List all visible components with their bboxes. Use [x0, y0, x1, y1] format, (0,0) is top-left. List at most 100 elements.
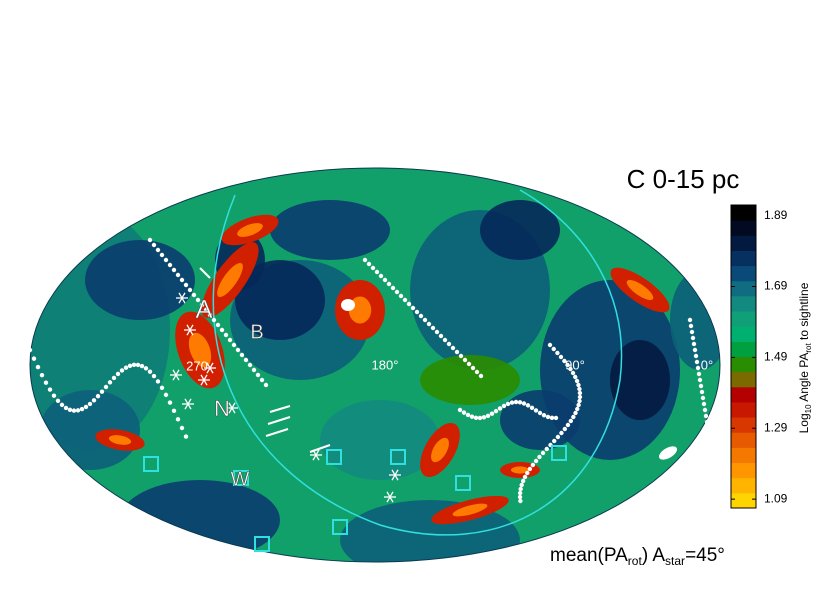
track-dot	[155, 247, 161, 253]
star-asterisk	[391, 469, 399, 481]
track-dot	[167, 400, 173, 405]
track-dot	[163, 257, 169, 263]
track-dot	[147, 237, 153, 243]
track-dot	[171, 408, 177, 414]
track-dot	[454, 349, 460, 355]
map-label: B	[250, 321, 263, 343]
track-dot	[211, 317, 217, 323]
track-dot	[576, 402, 581, 408]
track-dot	[183, 434, 189, 439]
track-dot	[699, 389, 705, 395]
track-dot	[374, 269, 380, 275]
vector-mark	[269, 405, 291, 413]
track-dot	[390, 285, 396, 291]
star-square	[143, 456, 159, 472]
track-dot	[577, 398, 582, 404]
track-dot	[518, 486, 523, 492]
track-dot	[477, 415, 483, 421]
star-asterisk	[206, 362, 214, 374]
map-label: N	[214, 396, 230, 421]
track-dot	[559, 430, 564, 436]
track-dot	[533, 408, 539, 413]
colorbar-tick-label: 1.09	[764, 491, 788, 505]
track-dot	[565, 422, 571, 428]
track-dot	[151, 373, 157, 379]
track-dot	[704, 419, 710, 425]
track-dot	[537, 410, 543, 416]
track-dot	[171, 267, 177, 273]
colorbar: 1.09 1.29 1.49 1.69 1.89	[730, 204, 788, 509]
track-dot	[67, 407, 73, 413]
track-dot	[247, 362, 253, 368]
star-square	[551, 445, 567, 461]
track-dot	[107, 380, 113, 385]
hot-core	[217, 262, 243, 298]
track-dot	[461, 410, 467, 415]
track-dot	[43, 380, 49, 385]
track-dot	[521, 401, 527, 406]
colorbar-band	[731, 356, 756, 373]
track-dot	[127, 363, 133, 369]
sky-region	[85, 240, 195, 320]
map-label: 0°	[701, 357, 713, 372]
track-dot	[473, 415, 479, 420]
track-dot	[541, 413, 547, 418]
track-dot	[199, 302, 205, 308]
track-dot	[422, 317, 428, 323]
track-dot	[87, 401, 93, 407]
label-sub: rot	[804, 343, 813, 353]
star-square	[254, 536, 270, 552]
map-label: 90°	[565, 357, 585, 372]
track-dot	[91, 398, 97, 403]
map-label: W	[231, 468, 250, 490]
track-dot	[520, 478, 526, 484]
track-dot	[549, 415, 555, 421]
colorbar-band	[731, 311, 756, 327]
track-dot	[366, 261, 372, 267]
hot-core	[511, 466, 529, 474]
map-border	[29, 167, 721, 563]
track-dot	[540, 450, 546, 456]
track-dot	[501, 403, 507, 409]
track-dot	[530, 462, 536, 468]
star-asterisk	[228, 402, 236, 414]
track-dot	[71, 408, 77, 413]
track-dot	[394, 289, 400, 295]
star-asterisk	[386, 491, 394, 503]
track-dot	[75, 408, 81, 413]
track-dot	[545, 414, 551, 420]
hot-core	[626, 279, 654, 301]
map-label: A	[195, 294, 213, 324]
star-square	[332, 519, 348, 535]
hot-core	[108, 435, 132, 445]
track-dot	[450, 345, 456, 351]
track-dot	[544, 446, 549, 452]
track-dot	[159, 385, 165, 390]
track-dot	[518, 498, 523, 504]
track-dot	[705, 425, 711, 431]
track-dot	[551, 346, 556, 352]
caption-sub: rot	[628, 554, 643, 568]
track-dot	[263, 382, 269, 388]
track-dot	[485, 413, 491, 418]
track-dot	[570, 370, 576, 376]
track-dot	[167, 262, 173, 268]
track-dot	[577, 394, 583, 400]
track-dot	[231, 342, 237, 348]
colorbar-band	[731, 295, 756, 312]
track-dot	[175, 417, 181, 422]
colorbar-band	[731, 235, 756, 251]
track-dot	[574, 378, 580, 384]
track-dot	[131, 362, 137, 368]
colorbar-band	[731, 205, 756, 221]
caption-part: ) A	[642, 545, 666, 566]
vector-mark	[199, 267, 211, 279]
track-dot	[558, 354, 564, 360]
star-square	[455, 475, 471, 491]
track-dot	[462, 357, 468, 363]
colorbar-tick-label: 1.49	[764, 350, 788, 364]
track-dot	[465, 412, 471, 418]
track-dot	[533, 458, 539, 464]
track-dot	[442, 337, 448, 343]
